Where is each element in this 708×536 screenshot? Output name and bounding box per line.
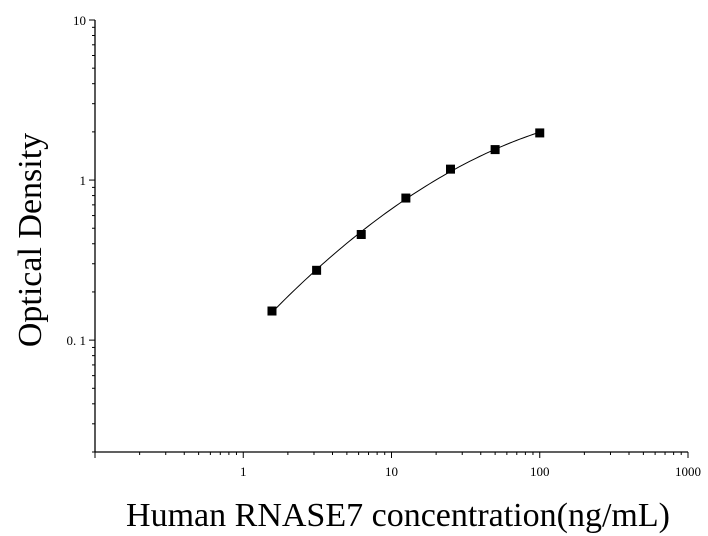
tick-labels: 1 10 100 1000 0. 1 1 10 [67,13,702,479]
fit-curve [271,131,540,313]
x-tick-label: 10 [385,464,398,479]
y-axis-label: Optical Density [12,133,49,347]
data-points [267,128,545,316]
data-point-marker [312,265,322,275]
x-tick-label: 100 [530,464,550,479]
data-point-marker [535,128,545,138]
chart-axes [89,19,689,458]
fit-curve-group [271,131,540,313]
data-point-marker [356,229,366,239]
y-tick-label: 0. 1 [67,333,87,348]
data-point-marker [267,306,277,316]
data-point-marker [401,193,411,203]
x-tick-label: 1000 [675,464,701,479]
y-tick-label: 10 [73,13,86,28]
data-point-marker [445,164,455,174]
x-tick-label: 1 [240,464,247,479]
y-tick-label: 1 [80,173,87,188]
x-axis-label: Human RNASE7 concentration(ng/mL) [126,497,670,534]
data-point-marker [490,145,500,155]
